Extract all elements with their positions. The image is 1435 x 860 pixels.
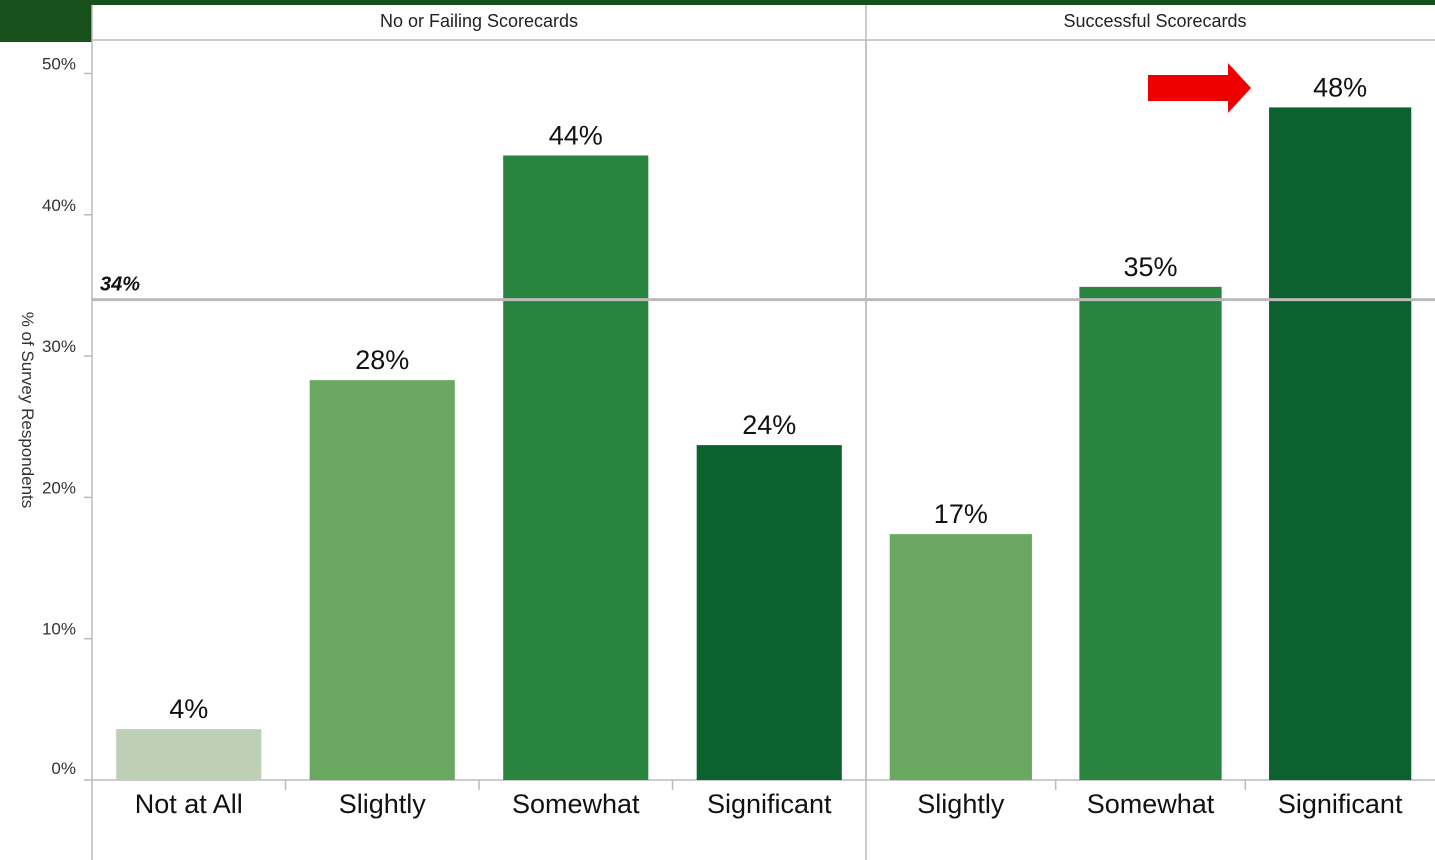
x-tick-label: Slightly	[917, 789, 1005, 819]
bar	[696, 445, 842, 780]
reference-line-label: 34%	[100, 274, 140, 296]
bars	[116, 107, 1412, 781]
x-tick-label: Not at All	[135, 789, 243, 819]
bar	[1079, 286, 1222, 780]
bar-value-label: 24%	[742, 410, 796, 440]
bar-value-label: 35%	[1123, 252, 1177, 282]
y-axis: 0% 10% 20% 30% 40% 50%	[42, 55, 92, 781]
y-tick-label: 50%	[42, 55, 76, 74]
panel-title-left: No or Failing Scorecards	[380, 11, 578, 31]
y-tick-label: 40%	[42, 196, 76, 215]
red-arrow-icon	[1148, 63, 1251, 113]
x-tick-label: Somewhat	[1087, 789, 1215, 819]
bar	[309, 380, 455, 780]
bar-value-label: 17%	[934, 499, 988, 529]
y-tick-label: 20%	[42, 478, 76, 497]
x-tick-label: Somewhat	[512, 789, 640, 819]
y-axis-label: % of Survey Respondents	[18, 312, 37, 509]
bar-value-label: 44%	[549, 120, 603, 150]
x-tick-label: Significant	[707, 789, 832, 819]
x-tick-label: Significant	[1278, 789, 1403, 819]
bar	[116, 729, 262, 780]
x-tick-label: Slightly	[339, 789, 427, 819]
y-tick-label: 10%	[42, 620, 76, 639]
bar-value-label: 4%	[169, 694, 208, 724]
bar-value-label: 48%	[1313, 72, 1367, 102]
bar	[1269, 107, 1412, 781]
header-band	[0, 0, 92, 42]
bar-value-label: 28%	[355, 345, 409, 375]
x-axis-labels: Not at All Slightly Somewhat Significant Sli…	[135, 780, 1403, 819]
bar	[503, 155, 649, 781]
header-band-top	[0, 0, 1435, 5]
y-tick-label: 30%	[42, 337, 76, 356]
value-labels: 4% 28% 44% 24% 17% 35% 48%	[169, 72, 1367, 724]
y-tick-label: 0%	[51, 759, 76, 778]
bar	[889, 534, 1032, 780]
panel-title-right: Successful Scorecards	[1063, 11, 1246, 31]
